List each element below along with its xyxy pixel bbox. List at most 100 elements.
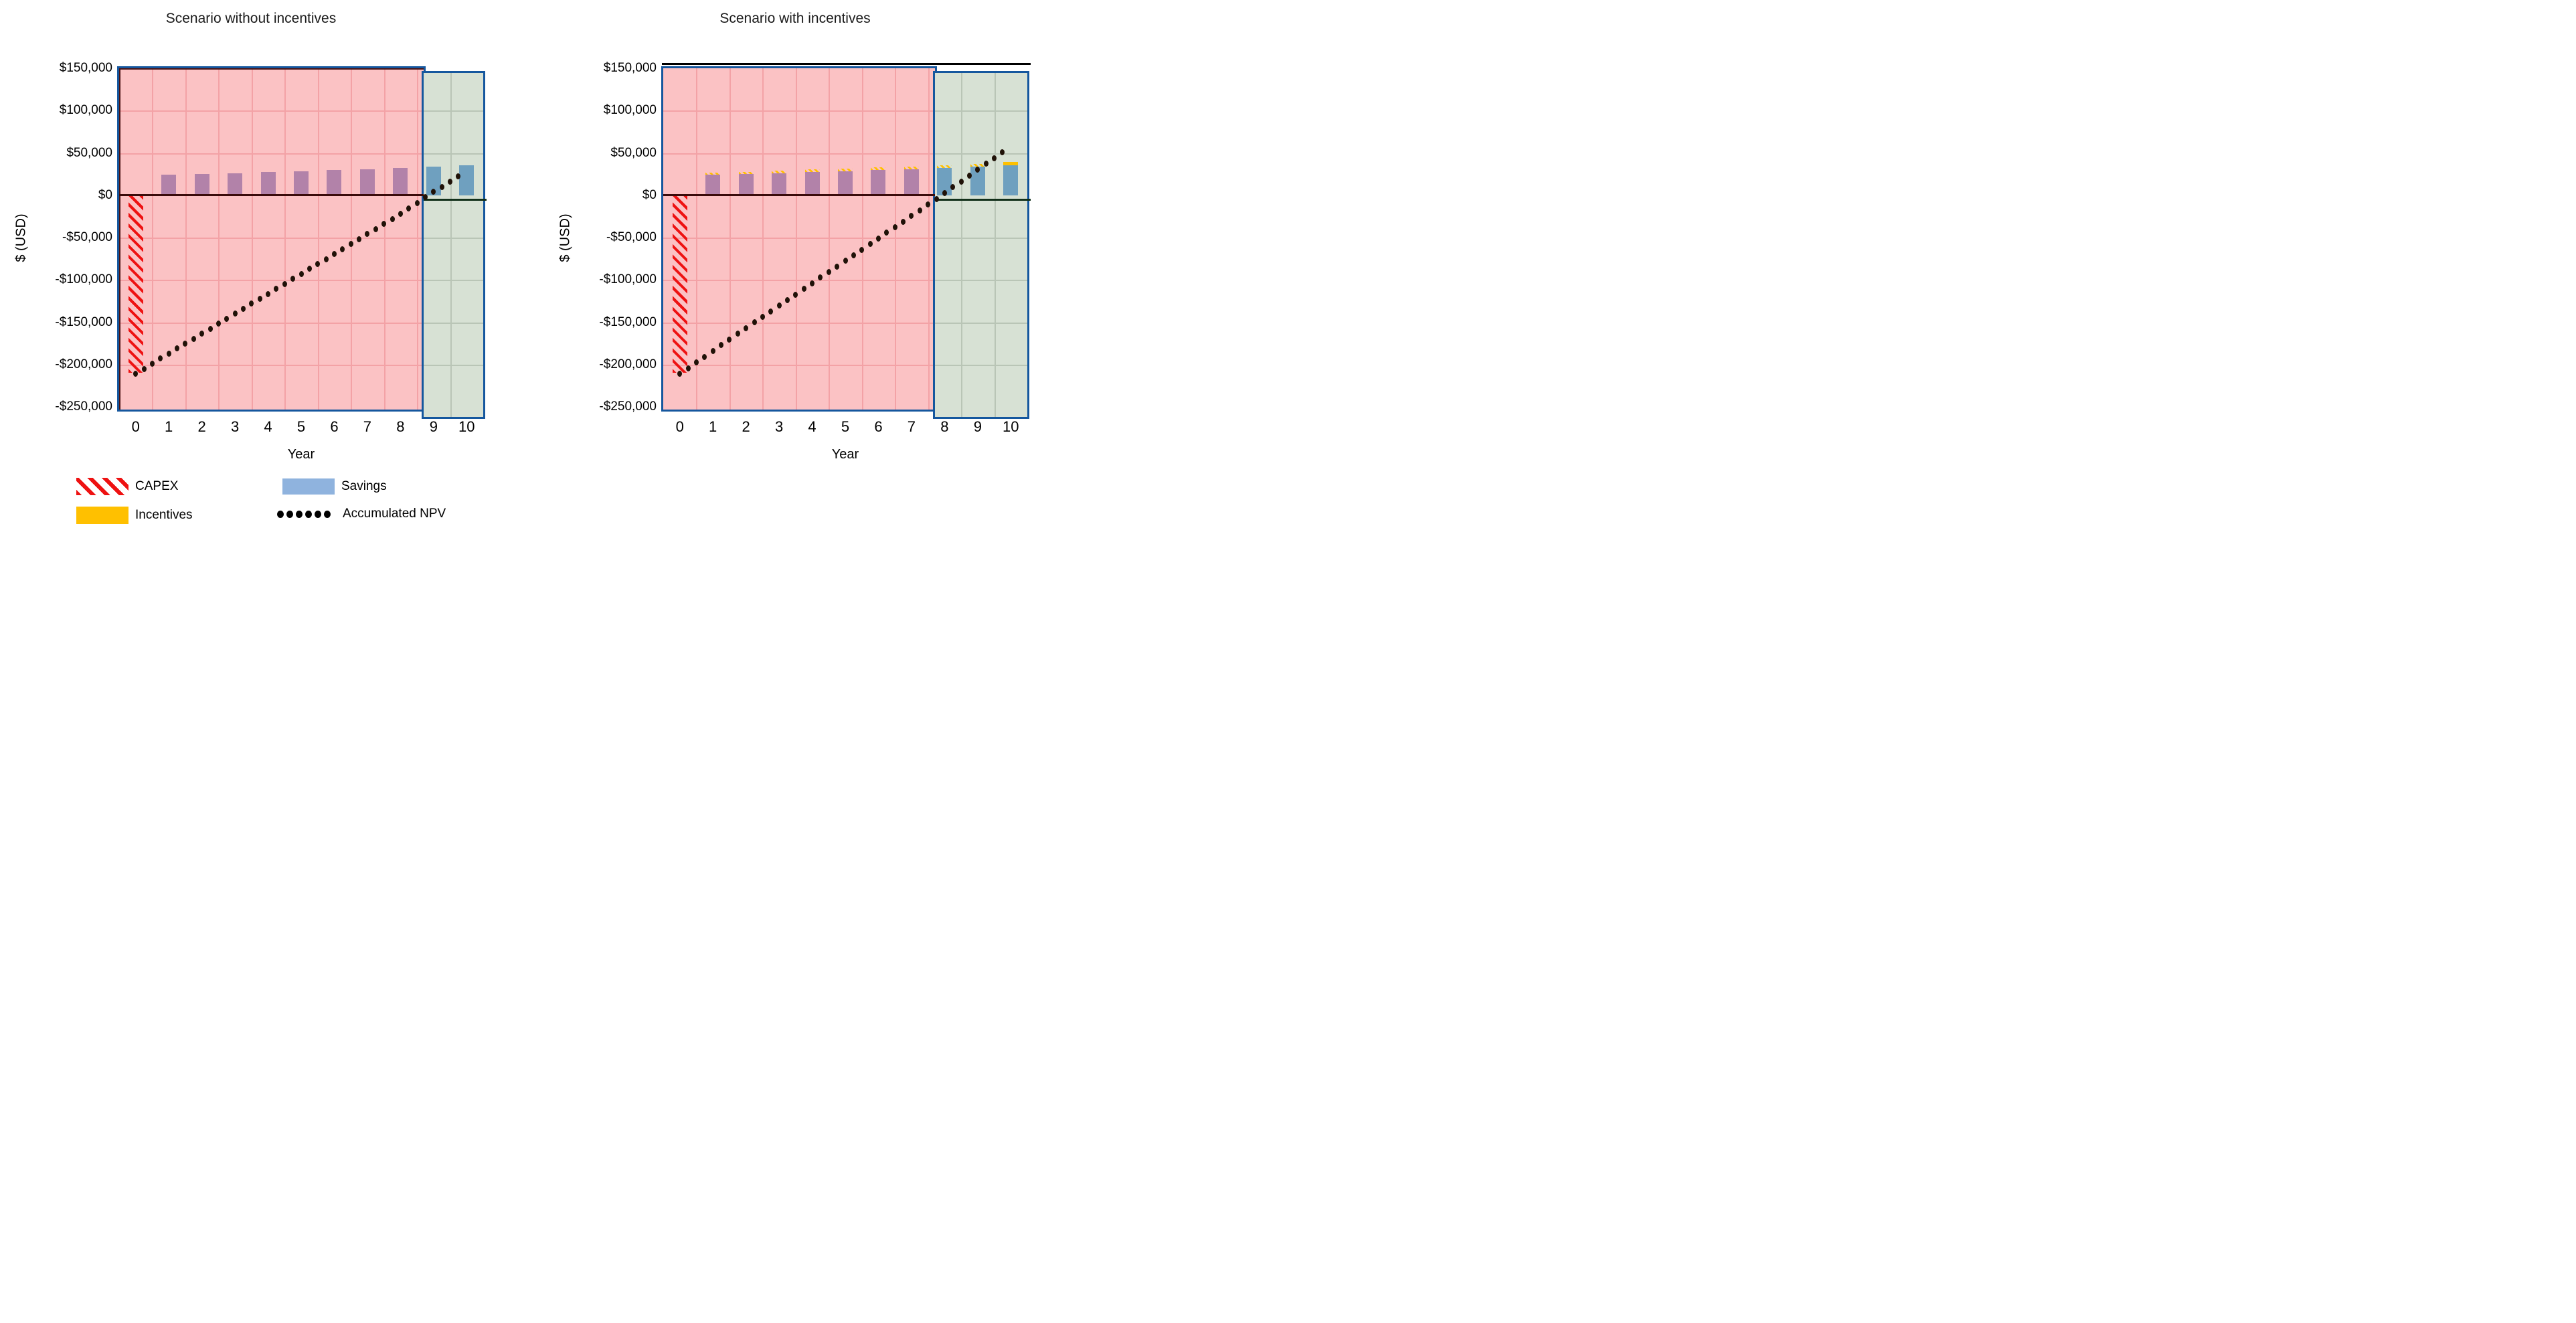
payback-region-negative-npv (117, 66, 426, 412)
gridline (450, 73, 452, 417)
zero-axis-line (663, 194, 935, 197)
savings-bar (426, 166, 441, 195)
npv-dot (141, 365, 147, 372)
npv-dot (735, 331, 740, 337)
chart-without-incentives: Scenario without incentives $ (USD) Year… (7, 5, 495, 474)
capex-hatched-swatch-icon (76, 478, 128, 495)
npv-dot (801, 286, 806, 292)
npv-dot (810, 280, 815, 286)
npv-dot (191, 335, 196, 342)
capex-bar (672, 195, 687, 373)
gridline (934, 238, 1027, 239)
npv-dot (677, 371, 683, 377)
legend-label: Savings (341, 479, 387, 493)
npv-dotted-line-swatch-icon (277, 510, 336, 518)
npv-dot (909, 213, 914, 219)
y-tick-label: $50,000 (610, 145, 657, 160)
gridline (423, 153, 483, 155)
gridline (934, 364, 1027, 366)
npv-dot (274, 286, 279, 292)
payback-region-negative-npv (661, 66, 937, 412)
npv-dot (950, 184, 956, 191)
x-tick-label: 6 (874, 418, 883, 435)
zero-axis-line (934, 199, 1031, 201)
gridline (218, 68, 220, 410)
npv-dot (166, 350, 171, 357)
savings-bar (804, 171, 820, 195)
npv-dot (315, 261, 321, 268)
npv-dot (702, 353, 707, 360)
y-tick-label: -$250,000 (599, 400, 657, 414)
incentives-bar (970, 164, 985, 167)
gridline (251, 68, 253, 410)
npv-dot (884, 230, 889, 236)
npv-dot (835, 263, 840, 270)
npv-dot (851, 252, 856, 258)
savings-bar (327, 169, 342, 195)
npv-dot (768, 308, 774, 315)
npv-dot (224, 315, 230, 322)
npv-dot (149, 360, 155, 367)
npv-dot (414, 199, 420, 206)
npv-dot (719, 342, 724, 349)
legend-dot (277, 510, 284, 518)
plot-top-border (662, 63, 1031, 65)
npv-dot (693, 359, 699, 366)
y-tick-label: -$50,000 (606, 230, 657, 244)
npv-dot (727, 336, 732, 343)
npv-dot (357, 236, 362, 242)
savings-bar (260, 171, 276, 195)
y-tick-label: -$250,000 (55, 400, 112, 414)
gridline (119, 322, 424, 324)
gridline (663, 280, 935, 282)
gridline (152, 68, 154, 410)
gridline (119, 280, 424, 282)
legend-item-capex: CAPEX (76, 478, 178, 495)
npv-dot (901, 218, 906, 225)
npv-dot (942, 190, 947, 197)
savings-bar (294, 171, 309, 195)
x-tick-label: 5 (841, 418, 850, 435)
x-axis-title: Year (287, 447, 315, 462)
legend-item-accumulated-npv: Accumulated NPV (277, 507, 446, 521)
x-tick-label: 8 (940, 418, 949, 435)
npv-dot (448, 179, 453, 185)
savings-bar (937, 167, 952, 195)
x-tick-label: 3 (774, 418, 784, 435)
gridline (663, 364, 935, 366)
x-tick-label: 1 (709, 418, 717, 435)
npv-dot (818, 274, 823, 281)
npv-dot (826, 269, 831, 276)
payback-region-positive-npv (932, 71, 1029, 419)
gridline (119, 153, 424, 155)
incentives-bar (772, 171, 787, 173)
plot-area (661, 63, 1031, 419)
gridline (961, 73, 963, 417)
incentives-bar (738, 171, 754, 175)
inner-top-line (119, 68, 424, 70)
y-tick-label: -$150,000 (599, 315, 657, 329)
gridline (928, 68, 930, 410)
npv-dot (381, 221, 387, 228)
y-tick-label: -$100,000 (599, 272, 657, 287)
gridline (934, 322, 1027, 324)
x-tick-label: 4 (808, 418, 817, 435)
npv-dot (199, 331, 205, 337)
savings-bar (194, 174, 209, 195)
x-tick-label: 3 (230, 418, 240, 435)
savings-bar (838, 171, 853, 195)
npv-dot (784, 296, 790, 303)
savings-bar (161, 175, 177, 195)
gridline (663, 238, 935, 239)
gridline (284, 68, 286, 410)
npv-dot (323, 256, 329, 262)
savings-bar (459, 165, 475, 195)
x-tick-label: 5 (296, 418, 306, 435)
gridline (994, 73, 996, 417)
npv-dot (744, 325, 749, 331)
x-axis-title: Year (831, 447, 859, 462)
gridline (383, 68, 385, 410)
payback-comparison-figure: Scenario without incentives $ (USD) Year… (0, 0, 1031, 535)
gridline (423, 364, 483, 366)
legend-item-savings: Savings (282, 478, 387, 495)
